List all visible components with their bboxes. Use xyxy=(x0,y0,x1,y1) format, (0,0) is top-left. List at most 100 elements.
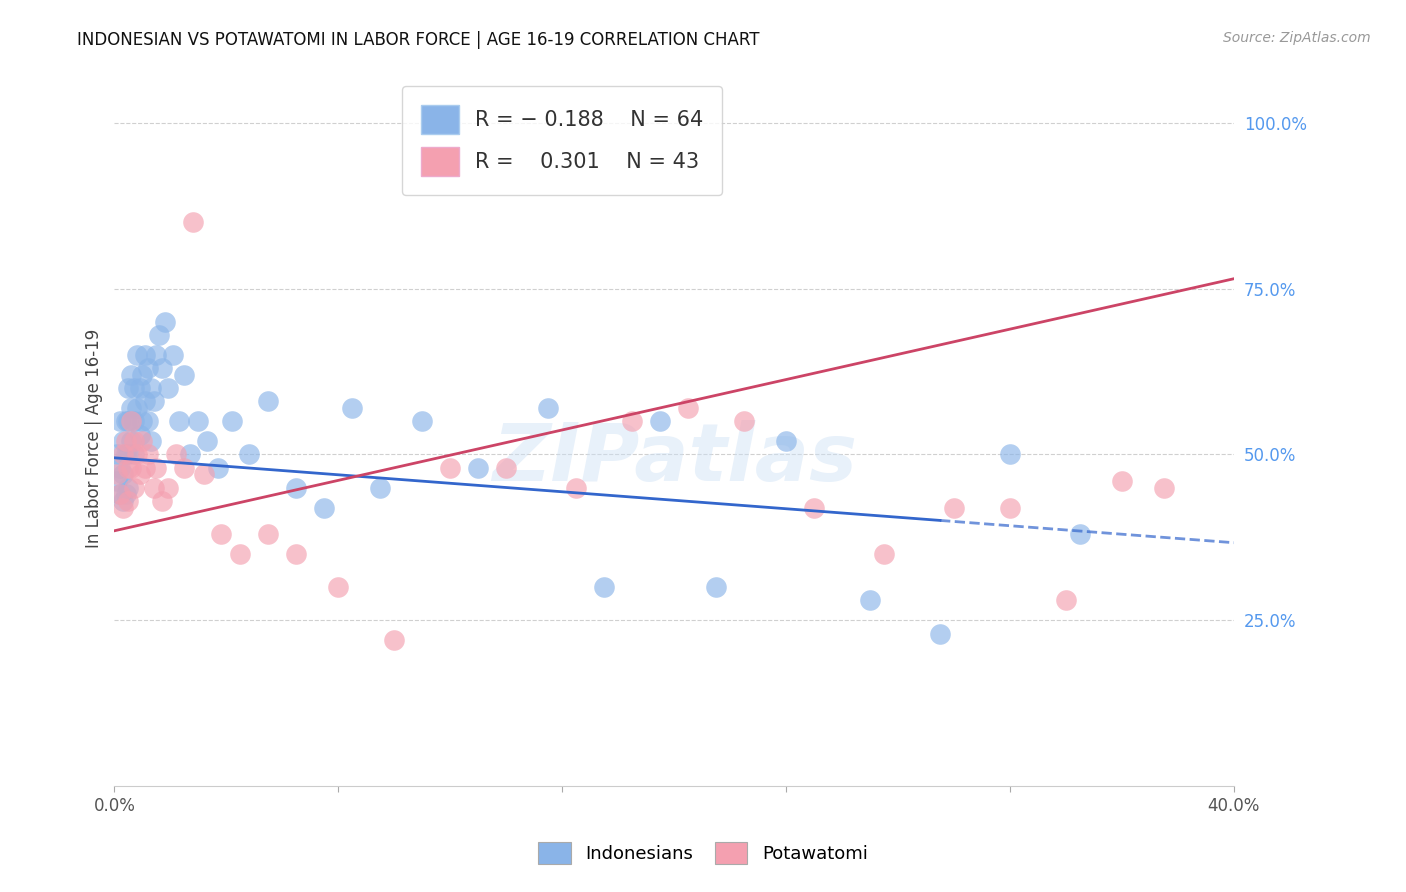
Point xyxy=(117,414,139,428)
Text: ZIPatlas: ZIPatlas xyxy=(492,420,856,498)
Point xyxy=(467,460,489,475)
Point xyxy=(117,381,139,395)
Point xyxy=(257,394,280,409)
Point xyxy=(650,414,672,428)
Point xyxy=(565,481,588,495)
Point xyxy=(285,547,308,561)
Point xyxy=(139,381,162,395)
Point xyxy=(173,368,195,382)
Point xyxy=(105,467,128,482)
Point xyxy=(342,401,364,415)
Point xyxy=(148,328,170,343)
Point xyxy=(150,361,173,376)
Point xyxy=(328,580,350,594)
Point xyxy=(111,467,134,482)
Point xyxy=(125,401,148,415)
Point xyxy=(998,500,1021,515)
Point xyxy=(150,494,173,508)
Point xyxy=(943,500,966,515)
Point xyxy=(156,381,179,395)
Point xyxy=(128,467,150,482)
Point xyxy=(108,487,131,501)
Point xyxy=(733,414,755,428)
Point xyxy=(117,460,139,475)
Point xyxy=(873,547,896,561)
Point xyxy=(142,481,165,495)
Point xyxy=(153,315,176,329)
Point xyxy=(803,500,825,515)
Point xyxy=(382,633,405,648)
Point xyxy=(125,348,148,362)
Point xyxy=(998,448,1021,462)
Point xyxy=(173,460,195,475)
Point xyxy=(495,460,517,475)
Point xyxy=(165,448,187,462)
Legend: Indonesians, Potawatomi: Indonesians, Potawatomi xyxy=(524,828,882,879)
Point xyxy=(136,414,159,428)
Point xyxy=(1069,527,1091,541)
Point xyxy=(122,381,145,395)
Point xyxy=(209,527,232,541)
Point xyxy=(704,580,727,594)
Point xyxy=(108,414,131,428)
Point xyxy=(368,481,391,495)
Point xyxy=(122,434,145,449)
Point xyxy=(195,434,218,449)
Point xyxy=(257,527,280,541)
Point xyxy=(229,547,252,561)
Point xyxy=(108,487,131,501)
Point xyxy=(136,448,159,462)
Point xyxy=(114,487,136,501)
Point xyxy=(120,460,142,475)
Point xyxy=(125,448,148,462)
Point xyxy=(128,381,150,395)
Point xyxy=(1111,474,1133,488)
Point xyxy=(179,448,201,462)
Y-axis label: In Labor Force | Age 16-19: In Labor Force | Age 16-19 xyxy=(86,328,103,548)
Point xyxy=(221,414,243,428)
Point xyxy=(117,494,139,508)
Point xyxy=(120,434,142,449)
Point xyxy=(537,401,560,415)
Point xyxy=(131,434,153,449)
Point xyxy=(114,414,136,428)
Point xyxy=(105,448,128,462)
Point xyxy=(120,414,142,428)
Point xyxy=(128,427,150,442)
Point xyxy=(122,448,145,462)
Point xyxy=(139,434,162,449)
Point xyxy=(167,414,190,428)
Point xyxy=(193,467,215,482)
Point xyxy=(136,361,159,376)
Point xyxy=(111,494,134,508)
Point xyxy=(775,434,797,449)
Point xyxy=(111,434,134,449)
Legend: R = − 0.188    N = 64, R =    0.301    N = 43: R = − 0.188 N = 64, R = 0.301 N = 43 xyxy=(402,87,723,195)
Point xyxy=(117,481,139,495)
Point xyxy=(114,434,136,449)
Point xyxy=(131,368,153,382)
Text: INDONESIAN VS POTAWATOMI IN LABOR FORCE | AGE 16-19 CORRELATION CHART: INDONESIAN VS POTAWATOMI IN LABOR FORCE … xyxy=(77,31,759,49)
Point xyxy=(207,460,229,475)
Point xyxy=(676,401,699,415)
Point xyxy=(1153,481,1175,495)
Point xyxy=(120,401,142,415)
Point xyxy=(162,348,184,362)
Point xyxy=(314,500,336,515)
Point xyxy=(285,481,308,495)
Point xyxy=(134,394,156,409)
Point xyxy=(187,414,209,428)
Point xyxy=(411,414,433,428)
Point xyxy=(114,448,136,462)
Text: Source: ZipAtlas.com: Source: ZipAtlas.com xyxy=(1223,31,1371,45)
Point xyxy=(111,500,134,515)
Point xyxy=(105,474,128,488)
Point xyxy=(108,460,131,475)
Point xyxy=(122,414,145,428)
Point xyxy=(1054,593,1077,607)
Point xyxy=(439,460,461,475)
Point xyxy=(131,414,153,428)
Point xyxy=(929,626,952,640)
Point xyxy=(156,481,179,495)
Point xyxy=(142,394,165,409)
